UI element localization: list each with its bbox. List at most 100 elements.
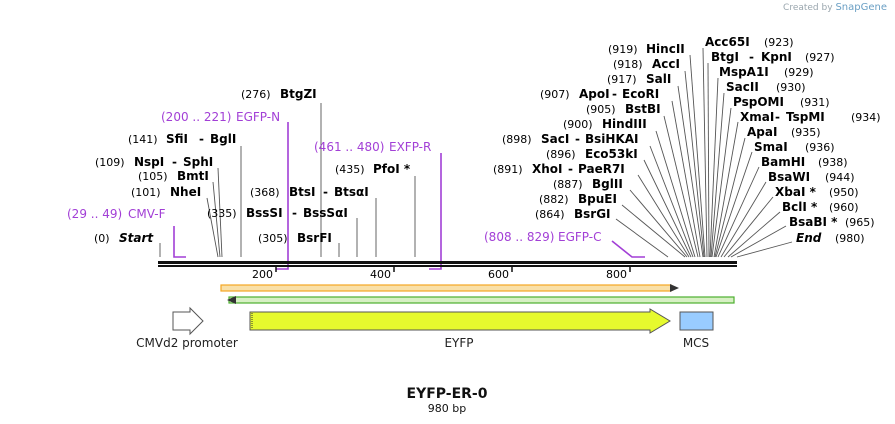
site-acc65i[interactable]: Acc65I (923) xyxy=(705,35,794,49)
orf-reverse-bar xyxy=(228,296,735,304)
site-sacii[interactable]: SacII (930) xyxy=(726,80,806,94)
site-bsrfi-pos: (305) xyxy=(258,232,288,245)
site-start[interactable]: (0) Start xyxy=(94,231,154,245)
site-apai-name: ApaI xyxy=(747,125,777,139)
site-bstbi[interactable]: (905) BstBI xyxy=(586,102,661,116)
site-apai[interactable]: ApaI (935) xyxy=(747,125,821,139)
site-apoi-pos: (907) xyxy=(540,88,570,101)
site-bsssi[interactable]: (335) BssSI - BssSαI xyxy=(207,206,348,220)
cut-line-xbai xyxy=(723,196,774,258)
site-sfii[interactable]: (141) SfiI - BglI xyxy=(128,132,236,146)
map-title-block: EYFP-ER-0 980 bp xyxy=(407,386,488,415)
site-sali[interactable]: (917) SalI xyxy=(607,72,671,86)
cut-line-bsrgi xyxy=(615,218,669,258)
site-xhoi[interactable]: (891) XhoI - PaeR7I xyxy=(493,162,625,176)
primer-egfp-n-arrow[interactable] xyxy=(276,122,289,270)
cut-line-end xyxy=(736,241,793,258)
site-bglii[interactable]: (887) BglII xyxy=(553,177,623,191)
primer-cmv-f-arrow[interactable] xyxy=(173,226,186,258)
primer-cmv-f[interactable]: (29 .. 49) CMV-F xyxy=(67,207,166,221)
feature-eyfp[interactable] xyxy=(249,308,671,334)
orf-forward[interactable] xyxy=(220,284,679,292)
site-bsrgi[interactable]: (864) BsrGI xyxy=(535,207,611,221)
cut-line-acc65i xyxy=(702,47,708,258)
site-apoi[interactable]: (907) ApoI - EcoRI xyxy=(540,87,659,101)
site-bsrfi[interactable]: (305) BsrFI xyxy=(258,231,332,245)
site-bcli[interactable]: BclI * (960) xyxy=(782,200,859,214)
site-btsi-sep: - xyxy=(323,185,328,199)
label-cmvd2-promoter: CMVd2 promoter xyxy=(136,336,238,350)
site-saci-name: SacI xyxy=(541,132,569,146)
site-bmti[interactable]: (105) BmtI xyxy=(138,169,209,183)
cut-line-eco53ki xyxy=(643,159,692,258)
site-nspi-name: NspI xyxy=(134,155,164,169)
primer-egfp-c-arrow[interactable] xyxy=(611,240,645,258)
cut-line-sacii xyxy=(710,92,725,258)
cut-line-nspi xyxy=(217,167,223,258)
orf-forward-bar xyxy=(220,284,672,292)
primer-egfp-c-range: (808 .. 829) xyxy=(484,230,554,244)
site-bsawi[interactable]: BsaWI (944) xyxy=(768,170,855,184)
site-bsssi-pos: (335) xyxy=(207,207,237,220)
backbone-top-strand xyxy=(158,261,737,264)
site-btgi[interactable]: BtgI - KpnI (927) xyxy=(711,50,835,64)
orf-reverse[interactable] xyxy=(227,296,735,304)
site-btgzi[interactable]: (276) BtgZI xyxy=(241,87,317,101)
site-smai[interactable]: SmaI (936) xyxy=(754,140,835,154)
feature-cmvd2-promoter[interactable] xyxy=(172,306,204,336)
cut-line-bamhi xyxy=(717,166,760,258)
site-nspi[interactable]: (109) NspI - SphI xyxy=(95,155,213,169)
feature-mcs[interactable] xyxy=(679,311,714,331)
site-saci[interactable]: (898) SacI - BsiHKAI xyxy=(502,132,639,146)
site-labels-right-a: (919) HincII (918) AccI (917) SalI (907)… xyxy=(493,42,685,221)
tick-label-800: 800 xyxy=(606,268,627,281)
primer-egfp-c[interactable]: (808 .. 829) EGFP-C xyxy=(484,230,601,244)
cut-line-hindiii xyxy=(655,130,696,258)
primer-exfp-r-arrow[interactable] xyxy=(429,153,442,270)
eyfp-arrow xyxy=(249,308,671,334)
site-sfii-pos: (141) xyxy=(128,133,158,146)
site-saci-pos: (898) xyxy=(502,133,532,146)
map-title: EYFP-ER-0 xyxy=(407,386,488,402)
map-length: 980 bp xyxy=(428,402,466,415)
primer-egfp-n-range: (200 .. 221) xyxy=(161,110,231,124)
site-bstbi-pos: (905) xyxy=(586,103,616,116)
primer-egfp-n[interactable]: (200 .. 221) EGFP-N xyxy=(161,110,280,124)
cut-line-bsawi xyxy=(720,181,767,258)
site-acci[interactable]: (918) AccI xyxy=(613,57,680,71)
site-bpuei[interactable]: (882) BpuEI xyxy=(539,192,617,206)
cut-line-apoi xyxy=(671,100,701,258)
credit-prefix: Created by xyxy=(783,3,833,13)
site-mspa1i[interactable]: MspA1I (929) xyxy=(719,65,814,79)
site-acci-name: AccI xyxy=(652,57,680,71)
backbone-bottom-strand xyxy=(158,265,737,267)
site-nhei[interactable]: (101) NheI xyxy=(131,185,201,199)
cut-line-bglii xyxy=(629,189,688,258)
site-hindiii[interactable]: (900) HindIII xyxy=(563,117,647,131)
site-btgi-sep: - xyxy=(749,50,754,64)
cut-line-apai xyxy=(714,137,746,258)
site-bcli-pos: (960) xyxy=(829,201,859,214)
site-nhei-name: NheI xyxy=(170,185,201,199)
site-pfoi[interactable]: (435) PfoI * xyxy=(335,162,411,176)
site-bsssi-name: BssSI xyxy=(246,206,283,220)
site-bamhi[interactable]: BamHI (938) xyxy=(761,155,848,169)
site-end-name: End xyxy=(796,231,822,245)
site-pspomi[interactable]: PspOMI (931) xyxy=(733,95,830,109)
site-paer7i-name: PaeR7I xyxy=(578,162,625,176)
site-xbai[interactable]: XbaI * (950) xyxy=(775,185,859,199)
site-saci-sep: - xyxy=(575,132,580,146)
site-sali-pos: (917) xyxy=(607,73,637,86)
site-ecori-name: EcoRI xyxy=(622,87,659,101)
site-bcli-name: BclI * xyxy=(782,200,818,214)
cut-lines-left xyxy=(159,103,416,258)
site-end[interactable]: End (980) xyxy=(796,231,865,245)
site-bsabi[interactable]: BsaBI * (965) xyxy=(789,215,875,229)
site-btsi[interactable]: (368) BtsI - BtsαI xyxy=(250,185,369,199)
site-smai-name: SmaI xyxy=(754,140,788,154)
primer-exfp-r[interactable]: (461 .. 480) EXFP-R xyxy=(314,140,431,154)
site-eco53ki[interactable]: (896) Eco53kI xyxy=(546,147,638,161)
site-xmai[interactable]: XmaI - TspMI (934) xyxy=(740,110,881,124)
site-btgi-name: BtgI xyxy=(711,50,739,64)
site-hincii[interactable]: (919) HincII xyxy=(608,42,685,56)
